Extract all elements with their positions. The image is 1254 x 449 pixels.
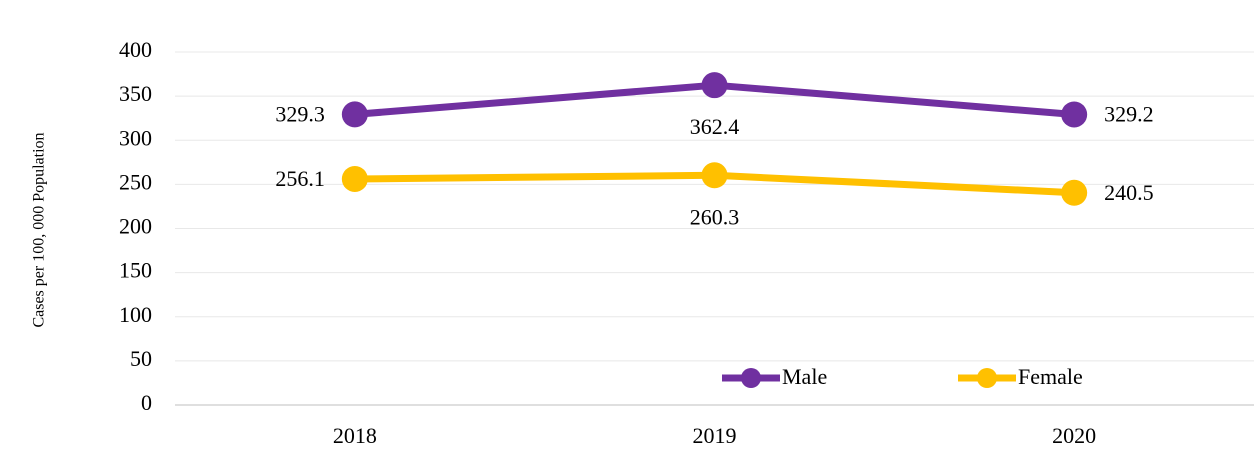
x-tick-label: 2020 [1052, 423, 1096, 448]
y-tick-label: 150 [119, 258, 152, 283]
legend-label: Male [782, 364, 827, 389]
point [701, 72, 728, 99]
y-tick-label: 300 [119, 125, 152, 150]
data-label: 240.5 [1104, 180, 1154, 205]
x-tick-label: 2018 [333, 423, 377, 448]
y-tick-label: 0 [141, 390, 152, 415]
y-tick-label: 100 [119, 302, 152, 327]
y-tick-label: 400 [119, 37, 152, 62]
y-tick-label: 200 [119, 214, 152, 239]
legend-marker [741, 368, 761, 388]
data-label: 362.4 [690, 114, 740, 139]
point [1061, 179, 1088, 206]
y-tick-label: 50 [130, 346, 152, 371]
legend-marker [977, 368, 997, 388]
point [1061, 101, 1088, 128]
point [341, 165, 368, 192]
data-label: 260.3 [690, 204, 740, 229]
legend-label: Female [1018, 364, 1083, 389]
point [701, 162, 728, 189]
y-tick-label: 250 [119, 169, 152, 194]
data-label: 329.2 [1104, 102, 1154, 127]
point [341, 101, 368, 128]
data-label: 329.3 [275, 101, 325, 126]
y-tick-label: 350 [119, 81, 152, 106]
x-tick-label: 2019 [693, 423, 737, 448]
data-label: 256.1 [275, 166, 325, 191]
y-axis-label: Cases per 100, 000 Population [31, 132, 48, 327]
